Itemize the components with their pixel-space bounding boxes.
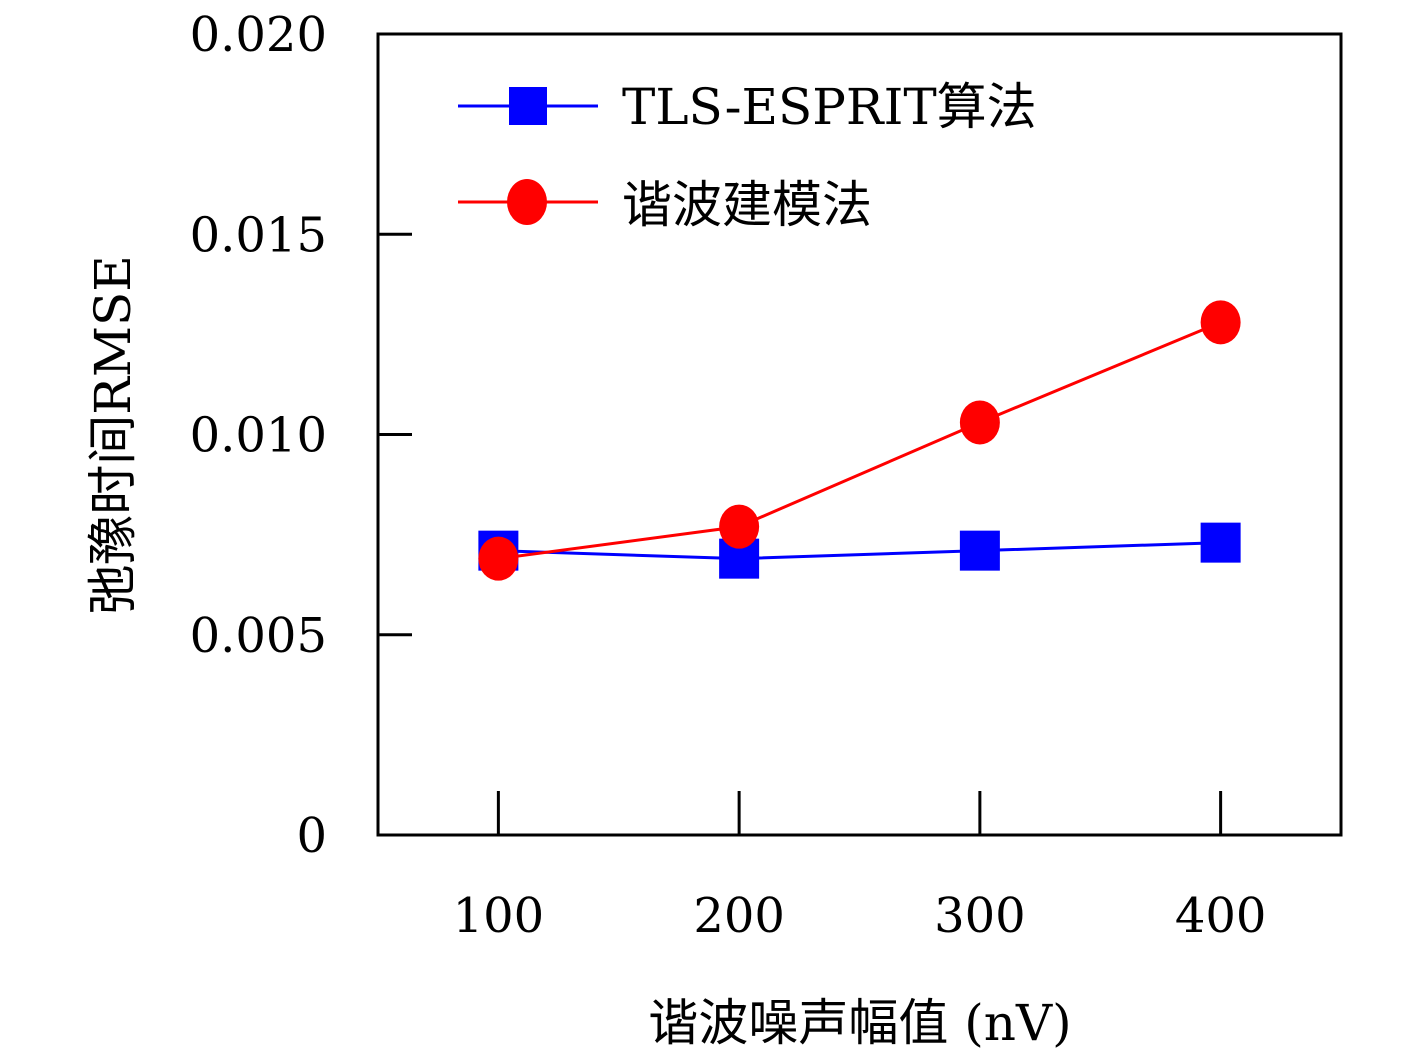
- x-axis-label: 谐波噪声幅值 (nV): [648, 994, 1071, 1052]
- data-point-circle: [719, 504, 760, 549]
- x-axis-ticks: 100 200 300 400: [453, 791, 1267, 944]
- y-tick-label: 0.015: [190, 207, 327, 263]
- legend: TLS-ESPRIT算法 谐波建模法: [458, 78, 1037, 234]
- data-point-circle: [959, 400, 1000, 445]
- legend-label-tls-esprit: TLS-ESPRIT算法: [622, 78, 1037, 136]
- y-tick-label: 0.010: [190, 408, 327, 464]
- legend-marker-tls-esprit: [509, 87, 547, 125]
- plot-frame: [376, 32, 1343, 837]
- y-tick-label: 0: [296, 808, 327, 864]
- data-point-square: [959, 530, 1000, 571]
- data-point-square: [1200, 522, 1241, 563]
- y-axis-label: 弛豫时间RMSE: [84, 255, 142, 615]
- series-line-0: [498, 541, 1221, 561]
- x-tick-label: 200: [693, 888, 785, 944]
- legend-label-harmonic-model: 谐波建模法: [622, 176, 872, 234]
- y-axis-ticks: 0 0.005 0.010 0.015 0.020: [190, 7, 412, 864]
- legend-marker-harmonic-model: [507, 179, 547, 225]
- y-tick-label: 0.020: [190, 7, 327, 63]
- data-point-circle: [1200, 300, 1241, 345]
- x-tick-label: 300: [934, 888, 1026, 944]
- y-tick-label: 0.005: [190, 608, 327, 664]
- series-layer: [478, 300, 1241, 581]
- data-point-circle: [478, 536, 519, 581]
- x-tick-label: 100: [453, 888, 545, 944]
- x-tick-label: 400: [1175, 888, 1267, 944]
- series-line-1: [498, 320, 1222, 561]
